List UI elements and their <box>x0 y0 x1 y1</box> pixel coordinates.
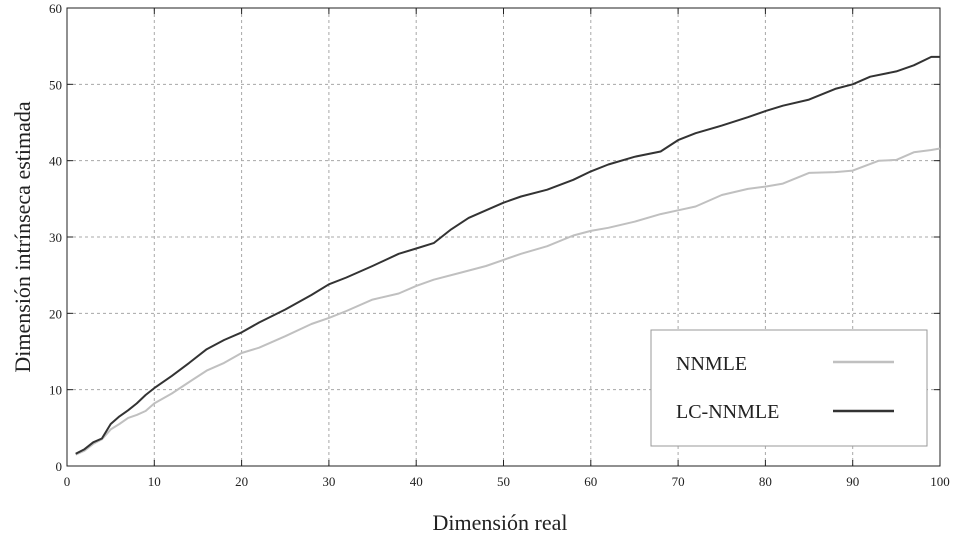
x-tick-label: 100 <box>930 474 950 489</box>
axes <box>66 7 941 467</box>
y-tick-label: 30 <box>49 230 62 245</box>
y-tick-label: 40 <box>49 154 62 169</box>
y-tick-label: 0 <box>56 459 63 474</box>
y-tick-labels: 0 10 20 30 40 50 60 <box>49 1 62 474</box>
x-tick-label: 0 <box>64 474 71 489</box>
x-tick-label: 20 <box>235 474 248 489</box>
y-tick-label: 20 <box>49 306 62 321</box>
x-tick-label: 80 <box>759 474 772 489</box>
series-line-nnmle <box>75 147 941 456</box>
y-axis-title: Dimensión intrínseca estimada <box>10 101 35 372</box>
grid <box>67 8 940 466</box>
y-tick-label: 60 <box>49 1 62 16</box>
x-tick-label: 60 <box>584 474 597 489</box>
y-tick-label: 50 <box>49 77 62 92</box>
y-tick-label: 10 <box>49 383 62 398</box>
x-tick-label: 10 <box>148 474 161 489</box>
series-lines <box>75 55 941 456</box>
legend-label-nnmle: NNMLE <box>676 353 747 375</box>
legend-box <box>650 329 928 447</box>
x-tick-labels: 0 10 20 30 40 50 60 70 80 90 100 <box>64 474 950 489</box>
legend-label-lc-nnmle: LC-NNMLE <box>676 401 779 423</box>
x-tick-label: 50 <box>497 474 510 489</box>
x-tick-label: 90 <box>846 474 859 489</box>
x-axis-title: Dimensión real <box>432 510 567 535</box>
x-tick-label: 30 <box>322 474 335 489</box>
x-tick-label: 70 <box>672 474 685 489</box>
x-tick-label: 40 <box>410 474 423 489</box>
legend: NNMLE LC-NNMLE <box>650 329 928 447</box>
series-line-lc-nnmle <box>75 55 940 455</box>
